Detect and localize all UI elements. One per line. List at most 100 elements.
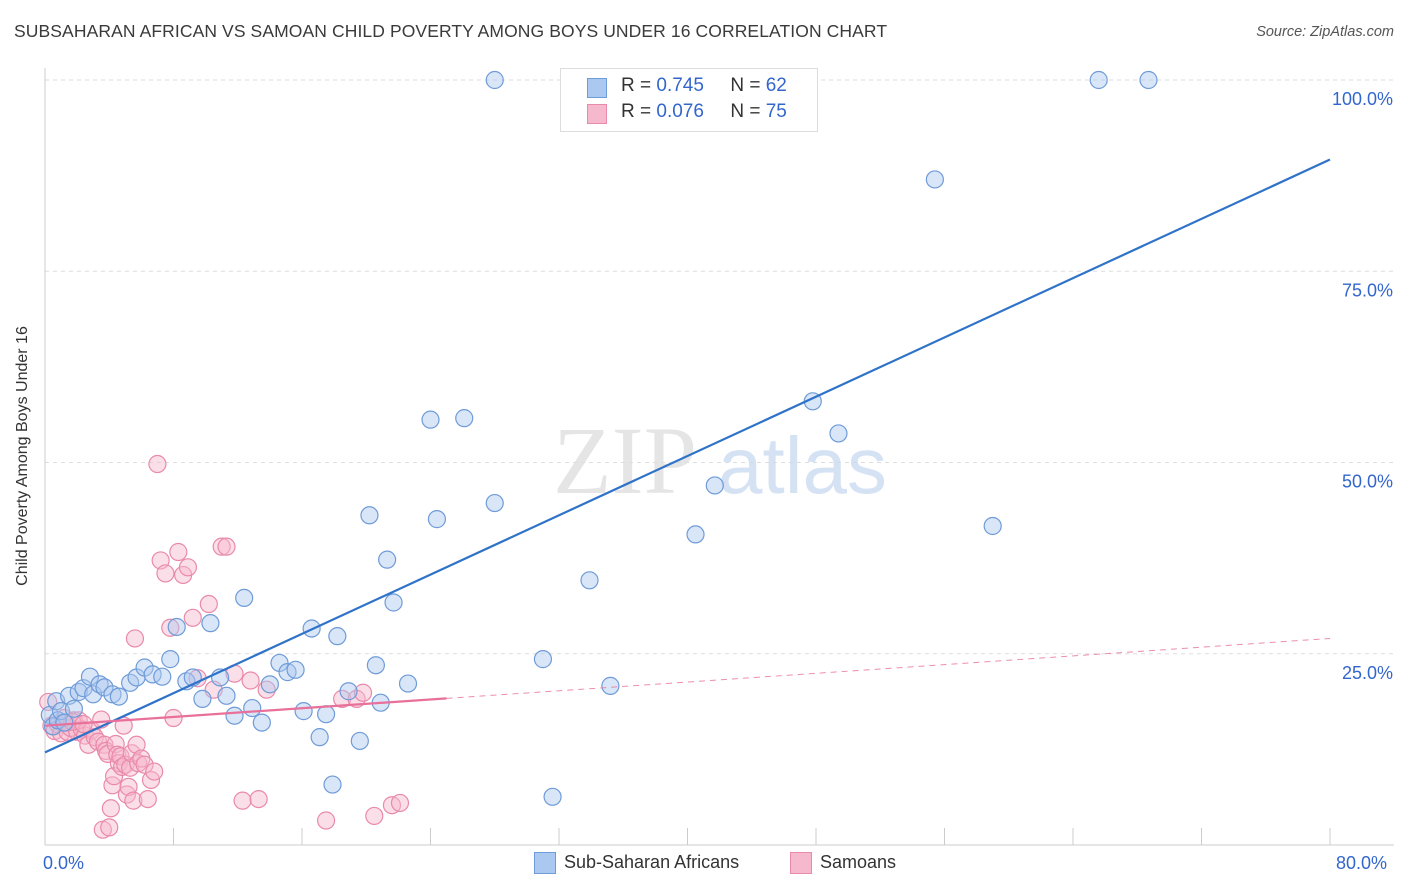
sub-saharan-point xyxy=(294,702,313,721)
source-label: Source: ZipAtlas.com xyxy=(1256,24,1394,40)
sub-saharan-point xyxy=(235,588,254,608)
bottom-legend-label: Samoans xyxy=(820,852,897,872)
sub-saharan-point xyxy=(167,617,186,637)
sub-saharan-point xyxy=(366,656,385,675)
samoans-point xyxy=(199,594,218,614)
sub-saharan-point xyxy=(485,70,504,90)
y-tick-label: 25.0% xyxy=(1342,663,1393,683)
sub-saharan-point xyxy=(109,687,128,706)
x-tick-label-max: 80.0% xyxy=(1336,853,1388,873)
sub-saharan-point xyxy=(925,170,944,189)
y-tick-label: 75.0% xyxy=(1342,280,1393,300)
sub-saharan-point xyxy=(485,493,504,513)
samoans-point xyxy=(124,791,143,810)
watermark-zip: ZIP xyxy=(553,407,697,514)
samoans-point xyxy=(103,776,122,795)
legend-n-label: N = xyxy=(730,101,761,122)
y-tick-labels: 25.0% 50.0% 75.0% 100.0% xyxy=(1332,89,1393,683)
samoans-point xyxy=(125,629,145,648)
sub-saharan-point xyxy=(360,506,379,525)
sub-saharan-point xyxy=(64,699,84,718)
samoans-point xyxy=(316,811,336,830)
sub-saharan-point xyxy=(225,706,244,725)
legend-r-value: 0.076 xyxy=(656,101,704,122)
legend-r-label: R = xyxy=(621,75,652,96)
legend-n-label: N = xyxy=(730,75,761,96)
sub-saharan-point xyxy=(243,698,262,718)
samoans-point xyxy=(100,818,119,837)
y-axis-label: Child Poverty Among Boys Under 16 xyxy=(14,326,31,586)
sub-saharan-point xyxy=(601,676,620,695)
sub-saharan-point xyxy=(316,705,336,724)
trend-lines xyxy=(44,158,1331,754)
legend-r-label: R = xyxy=(621,101,652,122)
samoans-point xyxy=(161,618,180,637)
legend-swatch-pink xyxy=(587,104,607,124)
samoans-point xyxy=(101,799,120,818)
sub-saharan-point xyxy=(533,650,553,669)
sub-saharan-point xyxy=(193,689,212,708)
samoans-point xyxy=(365,806,384,826)
samoans-point xyxy=(169,542,188,562)
sub-saharan-point xyxy=(201,614,220,633)
samoans-point xyxy=(127,735,146,754)
sub-saharan-point xyxy=(286,660,305,679)
samoans-point xyxy=(135,755,154,774)
samoans-points xyxy=(39,454,410,839)
sub-saharan-point xyxy=(84,685,103,704)
sub-saharan-point xyxy=(543,787,562,806)
sub-saharan-point xyxy=(55,713,74,732)
samoans-point xyxy=(390,793,410,813)
legend-n-value: 62 xyxy=(765,75,787,96)
samoans-point xyxy=(217,537,236,556)
grid-lines xyxy=(45,79,1394,655)
samoans-point xyxy=(178,558,198,577)
samoans-point xyxy=(249,789,268,809)
sub-saharan-point xyxy=(686,525,705,544)
samoans-point xyxy=(183,608,202,627)
sub-saharan-point xyxy=(260,675,279,694)
sub-saharan-point xyxy=(80,667,100,686)
sub-saharan-points xyxy=(40,70,1158,806)
samoans-trend-line-dashed xyxy=(446,637,1331,699)
samoans-point xyxy=(233,791,252,810)
sub-saharan-trend-line xyxy=(44,158,1331,754)
sub-saharan-point xyxy=(983,516,1002,536)
sub-saharan-point xyxy=(455,409,474,428)
samoans-point xyxy=(145,762,164,781)
sub-saharan-point xyxy=(153,667,172,686)
sub-saharan-point xyxy=(323,775,342,794)
samoans-point xyxy=(212,537,231,556)
sub-saharan-point xyxy=(252,713,271,732)
samoans-point xyxy=(156,564,175,583)
sub-saharan-point xyxy=(398,674,418,693)
sub-saharan-point xyxy=(161,650,180,669)
legend-swatch-blue xyxy=(587,78,607,98)
sub-saharan-point xyxy=(705,476,724,495)
sub-saharan-point xyxy=(350,731,369,751)
sub-saharan-point xyxy=(328,627,347,646)
sub-saharan-point xyxy=(427,510,447,529)
sub-saharan-point xyxy=(43,717,63,736)
sub-saharan-point xyxy=(90,675,109,694)
legend-r-value: 0.745 xyxy=(656,75,704,96)
y-tick-label: 50.0% xyxy=(1342,472,1393,492)
samoans-point xyxy=(148,454,167,474)
bottom-legend-swatch-blue xyxy=(534,852,556,874)
chart-title: SUBSAHARAN AFRICAN VS SAMOAN CHILD POVER… xyxy=(14,21,888,41)
bottom-legend-swatch-pink xyxy=(790,852,812,874)
samoans-point xyxy=(122,744,141,763)
sub-saharan-point xyxy=(580,571,599,590)
sub-saharan-point xyxy=(339,682,358,701)
legend-n-value: 75 xyxy=(765,101,787,122)
sub-saharan-point xyxy=(421,410,440,429)
sub-saharan-point xyxy=(378,550,397,569)
sub-saharan-point xyxy=(1089,70,1108,90)
sub-saharan-point xyxy=(384,593,403,612)
samoans-point xyxy=(119,777,138,796)
sub-saharan-point xyxy=(1139,70,1158,90)
y-tick-label: 100.0% xyxy=(1332,89,1393,109)
samoans-trend-line xyxy=(44,697,447,727)
sub-saharan-point xyxy=(310,728,329,747)
